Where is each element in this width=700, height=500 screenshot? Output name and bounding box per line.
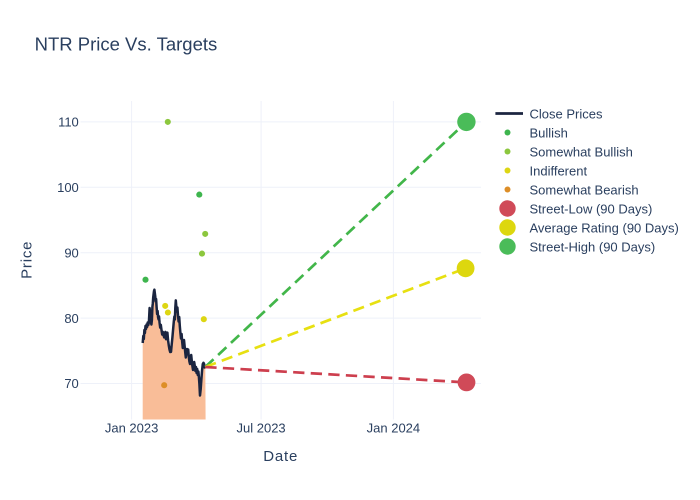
- svg-text:90: 90: [64, 245, 78, 260]
- svg-text:Indifferent: Indifferent: [530, 163, 588, 178]
- svg-text:Jan 2023: Jan 2023: [105, 421, 159, 436]
- svg-text:NTR Price Vs. Targets: NTR Price Vs. Targets: [35, 34, 218, 55]
- svg-text:Price: Price: [19, 241, 36, 279]
- svg-text:Jul 2023: Jul 2023: [237, 421, 286, 436]
- svg-text:Close Prices: Close Prices: [530, 106, 603, 121]
- svg-text:Somewhat Bullish: Somewhat Bullish: [530, 144, 633, 159]
- svg-text:110: 110: [58, 115, 79, 130]
- svg-text:80: 80: [64, 311, 78, 326]
- svg-text:Somewhat Bearish: Somewhat Bearish: [530, 182, 639, 197]
- svg-text:Street-Low (90 Days): Street-Low (90 Days): [530, 201, 653, 216]
- svg-text:Bullish: Bullish: [530, 125, 568, 140]
- svg-text:Average Rating (90 Days): Average Rating (90 Days): [530, 220, 679, 235]
- svg-text:Date: Date: [263, 448, 298, 465]
- svg-text:Street-High (90 Days): Street-High (90 Days): [530, 239, 656, 254]
- svg-text:70: 70: [64, 376, 78, 391]
- svg-text:100: 100: [57, 180, 79, 195]
- svg-text:Jan 2024: Jan 2024: [367, 421, 421, 436]
